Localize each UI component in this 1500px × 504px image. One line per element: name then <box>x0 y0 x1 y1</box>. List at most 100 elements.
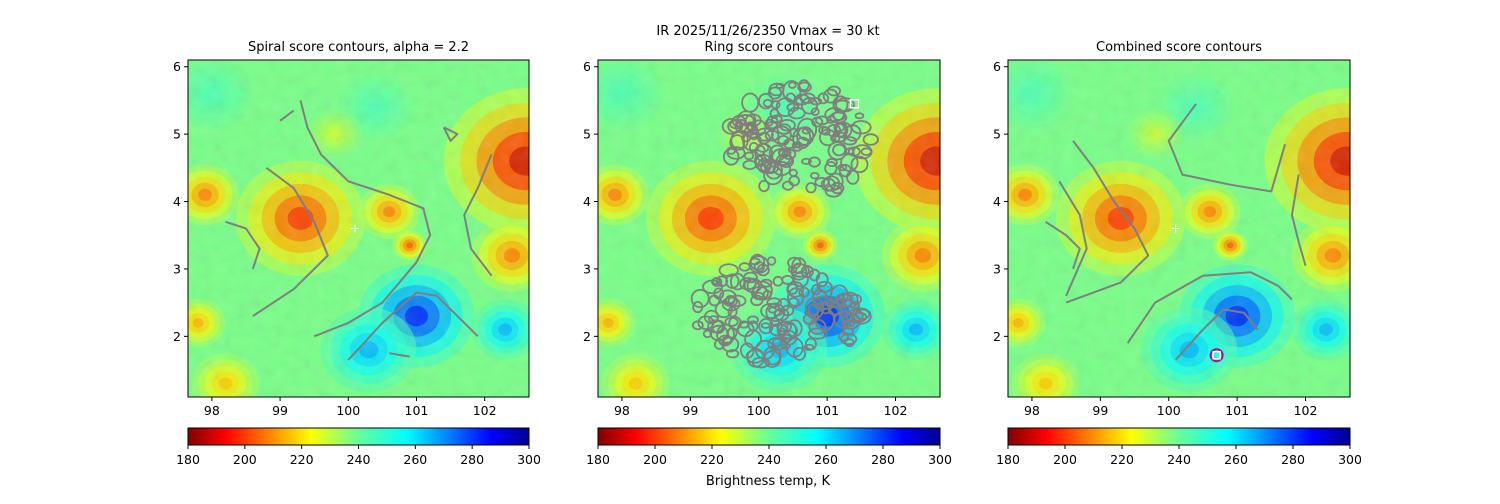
colorbar-tick-label: 280 <box>460 452 484 467</box>
ring-contour <box>747 315 759 324</box>
ring-contour <box>809 97 823 106</box>
ring-contour <box>803 343 815 351</box>
ring-contour <box>830 181 845 195</box>
ring-contour <box>724 316 739 327</box>
ring-contour <box>833 310 853 329</box>
ring-contour <box>729 134 746 151</box>
ring-contour <box>808 327 828 340</box>
ring-contour <box>768 323 789 337</box>
contour-line <box>1174 308 1259 361</box>
colorbar-tick-label: 300 <box>928 452 952 467</box>
ring-contour <box>755 127 774 142</box>
ring-contour <box>771 337 783 348</box>
center-plus-icon <box>1171 224 1180 233</box>
contour-line <box>279 109 295 122</box>
contour-line <box>463 154 493 277</box>
colorbar-tick-label: 300 <box>1338 452 1362 467</box>
ring-contour <box>836 292 854 308</box>
ring-contour <box>766 297 783 308</box>
colorbar-1 <box>187 427 530 446</box>
ring-contour <box>775 82 785 89</box>
panel-1: Spiral score contours, alpha = 2.2 98 99 10… <box>173 40 541 467</box>
ring-contour <box>763 345 782 366</box>
ring-contour <box>691 320 704 331</box>
ring-contour <box>812 295 833 311</box>
y-tick-label: 3 <box>173 261 181 276</box>
ring-contour <box>822 88 839 104</box>
ring-contour <box>771 148 792 167</box>
colorbar-tick-label: 220 <box>700 452 724 467</box>
ring-contour <box>728 315 742 331</box>
best-center-circle-icon <box>1209 348 1224 363</box>
ring-contour <box>781 333 792 343</box>
x-tick-label: 102 <box>884 403 908 418</box>
x-tick-label: 98 <box>1024 403 1040 418</box>
ring-contour <box>790 263 810 278</box>
contour-line <box>1065 140 1150 304</box>
colorbar-tick-label: 200 <box>1053 452 1077 467</box>
ring-contour <box>817 92 830 105</box>
x-tick-label: 98 <box>204 403 220 418</box>
ring-contour <box>702 279 723 295</box>
ring-contour <box>722 147 740 166</box>
ring-contour <box>703 309 720 325</box>
ring-contour <box>793 97 804 106</box>
contour-line <box>299 100 432 338</box>
y-tick-label: 6 <box>173 59 181 74</box>
colorbar-tick-label: 220 <box>290 452 314 467</box>
colorbar-tick-label: 280 <box>871 452 895 467</box>
x-tick-label: 101 <box>1225 403 1249 418</box>
colorbar-tick-label: 300 <box>517 452 541 467</box>
x-tick-label: 99 <box>272 403 288 418</box>
ring-contour <box>767 86 783 100</box>
ring-contour <box>827 141 848 161</box>
colorbar-tick-label: 260 <box>814 452 838 467</box>
ring-contour <box>845 309 864 323</box>
x-tick-label: 98 <box>614 403 630 418</box>
contour-line <box>442 126 459 142</box>
axes-frame <box>597 59 941 398</box>
ring-contour <box>772 161 792 177</box>
ring-center-square-icon <box>849 99 860 109</box>
contour-line <box>389 352 410 358</box>
ring-contour <box>788 168 798 177</box>
ring-contour <box>727 294 747 307</box>
ring-contour <box>749 257 761 266</box>
ring-contour <box>854 112 865 120</box>
ring-contour <box>760 161 780 175</box>
ring-contour <box>841 291 859 309</box>
ring-contour <box>716 323 735 346</box>
ring-contour <box>750 286 769 301</box>
contour-line <box>1167 103 1286 193</box>
ring-contour <box>824 161 838 176</box>
ring-contour <box>718 263 739 278</box>
ring-contour <box>787 297 800 309</box>
contour-line <box>347 291 479 361</box>
contour-line <box>1045 220 1081 270</box>
colorbar-tick-label: 180 <box>586 452 610 467</box>
ring-contour <box>754 143 773 163</box>
panel-title: Spiral score contours, alpha = 2.2 <box>248 40 469 55</box>
ring-contour <box>801 157 812 165</box>
ring-contour <box>788 81 797 89</box>
colorbar-tick-label: 240 <box>757 452 781 467</box>
ring-contour <box>765 302 786 323</box>
colorbar-tick-label: 260 <box>403 452 427 467</box>
panel-2: Ring score contours 98 99 100 101 102 2 3 4 5 6 180… <box>583 40 952 467</box>
y-tick-label: 4 <box>993 194 1001 209</box>
colorbar-3 <box>1007 427 1351 446</box>
ring-contour <box>778 118 796 132</box>
ring-contour <box>860 147 873 156</box>
contour-line <box>1126 271 1293 344</box>
ring-contour <box>807 156 821 168</box>
contour-line <box>225 220 261 270</box>
y-tick-label: 6 <box>993 59 1001 74</box>
colorbar-tick-label: 280 <box>1281 452 1305 467</box>
y-tick-label: 5 <box>583 127 591 142</box>
ring-contour <box>692 301 704 314</box>
ring-contour <box>812 289 828 305</box>
ring-contour <box>708 315 719 324</box>
contour-line <box>1290 174 1307 266</box>
ring-contour <box>841 312 861 330</box>
ring-contour <box>736 114 755 127</box>
